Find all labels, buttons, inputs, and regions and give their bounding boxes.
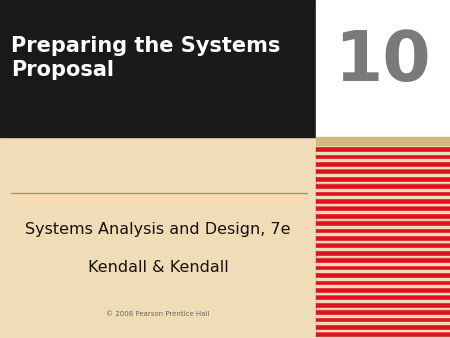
- Bar: [316, 145, 450, 146]
- Bar: [316, 278, 450, 279]
- Bar: [316, 280, 450, 285]
- Bar: [316, 153, 450, 159]
- Bar: [316, 337, 450, 338]
- Bar: [316, 196, 450, 197]
- Bar: [316, 197, 450, 198]
- Bar: [316, 263, 450, 264]
- Text: Systems Analysis and Design, 7e: Systems Analysis and Design, 7e: [25, 222, 291, 237]
- Bar: [316, 152, 450, 153]
- Bar: [316, 248, 450, 249]
- Bar: [316, 198, 450, 204]
- Text: 10: 10: [334, 28, 431, 95]
- Bar: [316, 279, 450, 280]
- Bar: [316, 219, 450, 220]
- Bar: [316, 212, 450, 213]
- Bar: [316, 191, 450, 196]
- Bar: [316, 146, 450, 152]
- Bar: [316, 308, 450, 309]
- Bar: [316, 300, 450, 301]
- Bar: [316, 322, 450, 323]
- Text: © 2008 Pearson Prentice Hall: © 2008 Pearson Prentice Hall: [106, 311, 210, 317]
- Bar: [316, 160, 450, 161]
- Bar: [316, 257, 450, 263]
- Bar: [316, 174, 450, 175]
- Bar: [316, 182, 450, 183]
- Bar: [316, 315, 450, 316]
- Bar: [316, 293, 450, 294]
- Bar: [316, 206, 450, 211]
- Bar: [0, 0, 316, 137]
- Bar: [316, 220, 450, 226]
- Bar: [316, 213, 450, 219]
- Bar: [316, 317, 450, 322]
- Bar: [316, 323, 450, 324]
- Bar: [316, 227, 450, 228]
- Bar: [316, 241, 450, 242]
- Bar: [316, 287, 450, 293]
- Bar: [316, 226, 450, 227]
- Bar: [316, 249, 450, 250]
- Bar: [316, 159, 450, 160]
- Bar: [316, 235, 450, 241]
- Bar: [316, 242, 450, 248]
- Bar: [316, 189, 450, 190]
- Bar: [316, 271, 450, 272]
- Bar: [316, 168, 450, 174]
- Text: Preparing the Systems
Proposal: Preparing the Systems Proposal: [11, 36, 281, 80]
- Bar: [316, 167, 450, 168]
- Bar: [316, 286, 450, 287]
- Bar: [316, 137, 450, 145]
- Bar: [316, 190, 450, 191]
- Bar: [316, 176, 450, 182]
- Bar: [316, 302, 450, 308]
- Bar: [316, 324, 450, 330]
- Bar: [316, 250, 450, 256]
- Bar: [316, 234, 450, 235]
- Bar: [316, 316, 450, 317]
- Bar: [316, 175, 450, 176]
- Bar: [316, 264, 450, 265]
- Bar: [316, 270, 450, 271]
- Bar: [316, 309, 450, 315]
- Bar: [316, 161, 450, 167]
- Bar: [316, 272, 450, 278]
- Bar: [316, 211, 450, 212]
- Bar: [316, 228, 450, 234]
- Bar: [316, 0, 450, 137]
- Bar: [316, 330, 450, 331]
- Bar: [316, 294, 450, 300]
- Text: Kendall & Kendall: Kendall & Kendall: [88, 260, 228, 274]
- Bar: [316, 331, 450, 337]
- Bar: [316, 301, 450, 302]
- Bar: [316, 204, 450, 206]
- Bar: [316, 265, 450, 270]
- Bar: [316, 285, 450, 286]
- Bar: [316, 183, 450, 189]
- Bar: [316, 256, 450, 257]
